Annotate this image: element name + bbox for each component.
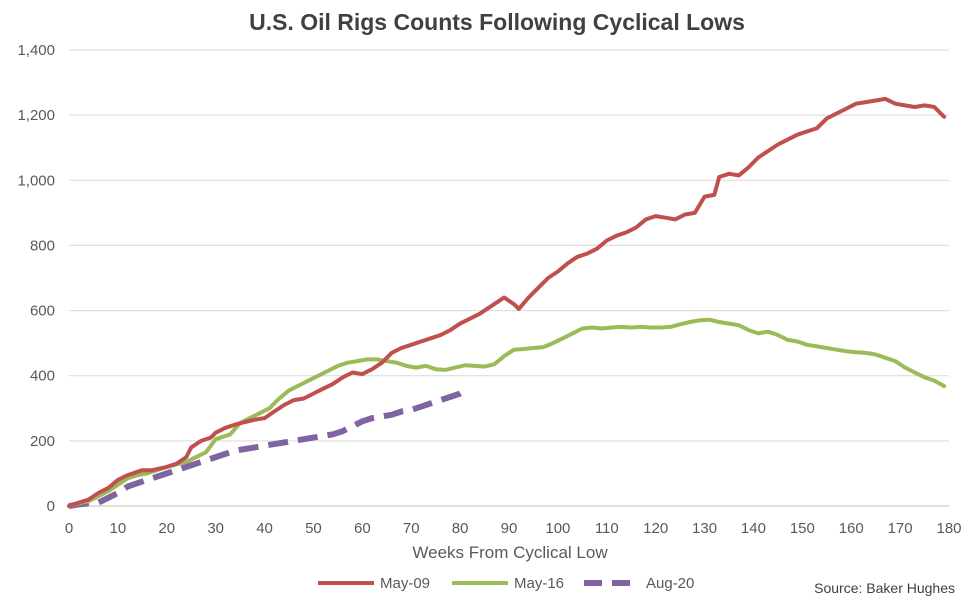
- source-note: Source: Baker Hughes: [814, 580, 955, 596]
- x-tick-label: 100: [545, 520, 570, 537]
- gridlines: [69, 49, 949, 442]
- x-tick-label: 170: [888, 520, 913, 537]
- series-lines: [67, 96, 947, 509]
- series-line-aug-20: [68, 387, 467, 509]
- legend: May-09 May-16 Aug-20: [318, 575, 694, 592]
- legend-label-may-16: May-16: [514, 575, 564, 592]
- series-line-may-16: [67, 317, 947, 508]
- y-tick-label: 600: [30, 303, 55, 320]
- x-tick-label: 160: [839, 520, 864, 537]
- x-axis-label: Weeks From Cyclical Low: [412, 543, 608, 562]
- y-tick-label: 0: [47, 498, 55, 515]
- y-tick-label: 400: [30, 368, 55, 385]
- x-tick-label: 0: [65, 520, 73, 537]
- chart-title: U.S. Oil Rigs Counts Following Cyclical …: [249, 9, 745, 35]
- y-tick-label: 1,400: [17, 42, 55, 59]
- legend-label-aug-20: Aug-20: [646, 575, 694, 592]
- x-tick-label: 40: [256, 520, 273, 537]
- x-tick-label: 140: [741, 520, 766, 537]
- x-tick-label: 150: [790, 520, 815, 537]
- x-tick-label: 20: [158, 520, 175, 537]
- x-tick-label: 120: [643, 520, 668, 537]
- y-axis-ticks: 0 200 400 600 800 1,000 1,200 1,400: [17, 42, 55, 515]
- x-tick-label: 90: [501, 520, 518, 537]
- x-tick-label: 70: [403, 520, 420, 537]
- y-tick-label: 1,000: [17, 172, 55, 189]
- x-tick-label: 80: [452, 520, 469, 537]
- legend-label-may-09: May-09: [380, 575, 430, 592]
- series-line-may-09: [67, 96, 947, 508]
- x-tick-label: 30: [207, 520, 224, 537]
- x-tick-label: 10: [110, 520, 127, 537]
- x-tick-label: 60: [354, 520, 371, 537]
- y-tick-label: 1,200: [17, 107, 55, 124]
- x-tick-label: 130: [692, 520, 717, 537]
- x-tick-label: 110: [595, 520, 619, 537]
- x-axis-ticks: 0 10 20 30 40 50 60 70 80 90 100 110 120 130 140 150 160…: [65, 520, 962, 537]
- y-tick-label: 200: [30, 433, 55, 450]
- y-tick-label: 800: [30, 237, 55, 254]
- x-tick-label: 180: [936, 520, 961, 537]
- x-tick-label: 50: [305, 520, 322, 537]
